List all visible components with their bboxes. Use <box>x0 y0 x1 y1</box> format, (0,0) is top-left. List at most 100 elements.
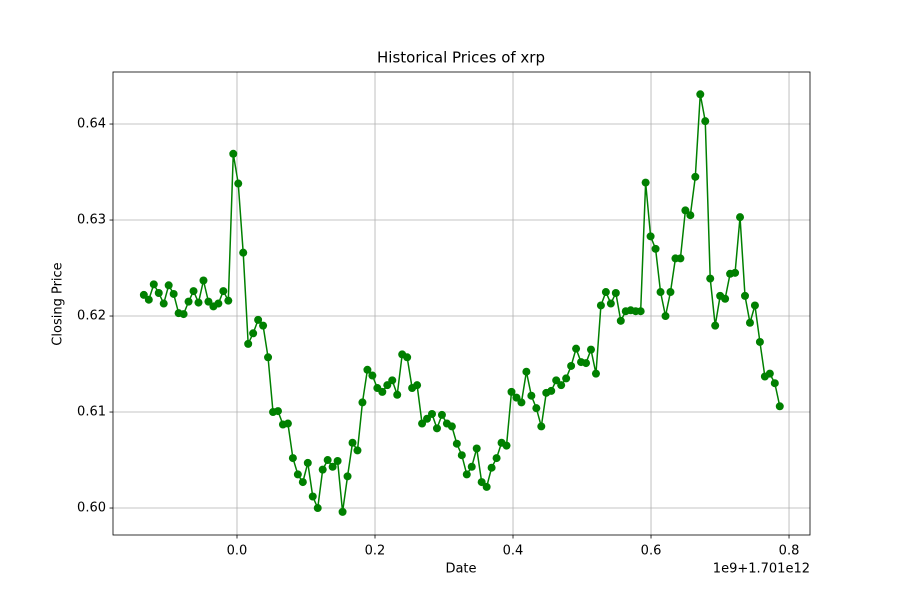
price-point <box>428 409 437 418</box>
price-point <box>477 478 486 487</box>
price-point <box>159 299 168 308</box>
price-point <box>224 296 233 305</box>
price-point <box>591 369 600 378</box>
price-point <box>641 178 650 187</box>
price-point <box>651 244 660 253</box>
price-point <box>686 211 695 220</box>
price-point <box>507 387 516 396</box>
price-point <box>413 381 422 390</box>
price-point <box>194 298 203 307</box>
price-point <box>169 289 178 298</box>
price-point <box>303 458 312 467</box>
price-point <box>681 206 690 215</box>
price-point <box>547 386 556 395</box>
price-point <box>249 329 258 338</box>
price-point <box>567 361 576 370</box>
price-point <box>721 294 730 303</box>
price-point <box>437 410 446 419</box>
price-point <box>745 318 754 327</box>
price-point <box>611 288 620 297</box>
price-point <box>537 422 546 431</box>
price-point <box>656 288 665 297</box>
price-point <box>283 419 292 428</box>
price-point <box>388 376 397 385</box>
price-point <box>432 424 441 433</box>
price-point <box>219 287 228 296</box>
price-point <box>502 441 511 450</box>
price-point <box>343 472 352 481</box>
price-point <box>755 337 764 346</box>
price-point <box>472 444 481 453</box>
y-tick-label: 0.61 <box>77 405 106 420</box>
price-point <box>418 419 427 428</box>
price-point <box>562 374 571 383</box>
y-tick-label: 0.62 <box>77 309 106 324</box>
price-point <box>701 117 710 126</box>
price-point <box>557 381 566 390</box>
price-point <box>229 149 238 158</box>
price-point <box>636 307 645 316</box>
x-tick-label: 0.6 <box>641 544 662 559</box>
price-point <box>706 274 715 283</box>
price-point <box>527 391 536 400</box>
price-point <box>487 463 496 472</box>
price-point <box>447 422 456 431</box>
price-point <box>378 387 387 396</box>
price-point <box>189 287 198 296</box>
price-point <box>363 365 372 374</box>
price-point <box>184 297 193 306</box>
price-point <box>338 507 347 516</box>
price-point <box>358 398 367 407</box>
price-point <box>353 446 362 455</box>
price-point <box>740 291 749 300</box>
price-point <box>298 478 307 487</box>
price-point <box>214 299 223 308</box>
price-point <box>596 301 605 310</box>
price-point <box>731 268 740 277</box>
price-point <box>775 402 784 411</box>
price-point <box>254 315 263 324</box>
y-tick-label: 0.63 <box>77 213 106 228</box>
price-point <box>512 393 521 402</box>
x-tick-label: 0.8 <box>779 544 800 559</box>
price-point <box>288 454 297 463</box>
price-point <box>696 90 705 99</box>
price-point <box>423 414 432 423</box>
price-point <box>736 213 745 222</box>
price-point <box>606 299 615 308</box>
chart-title: Historical Prices of xrp <box>377 49 545 67</box>
price-point <box>572 344 581 353</box>
price-point <box>313 504 322 513</box>
price-line <box>143 94 781 512</box>
price-point <box>259 321 268 330</box>
price-point <box>462 470 471 479</box>
price-point <box>676 254 685 263</box>
price-point <box>601 288 610 297</box>
price-point <box>711 321 720 330</box>
price-point <box>179 310 188 319</box>
price-point <box>239 248 248 257</box>
plot-frame <box>112 71 811 536</box>
price-point <box>318 465 327 474</box>
price-point <box>770 379 779 388</box>
price-point <box>149 280 158 289</box>
price-point <box>144 295 153 304</box>
price-point <box>492 454 501 463</box>
y-tick-label: 0.64 <box>77 117 106 132</box>
price-point <box>403 353 412 362</box>
price-point <box>452 439 461 448</box>
price-point <box>517 398 526 407</box>
x-tick-label: 0.2 <box>365 544 386 559</box>
price-point <box>323 456 332 465</box>
price-point <box>646 232 655 241</box>
price-point <box>482 482 491 491</box>
x-tick-label: 0.0 <box>227 544 248 559</box>
price-point <box>691 172 700 181</box>
x-tick-label: 0.4 <box>503 544 524 559</box>
y-tick-label: 0.60 <box>77 501 106 516</box>
price-point <box>328 462 337 471</box>
price-point <box>308 492 317 501</box>
price-point <box>199 276 208 285</box>
